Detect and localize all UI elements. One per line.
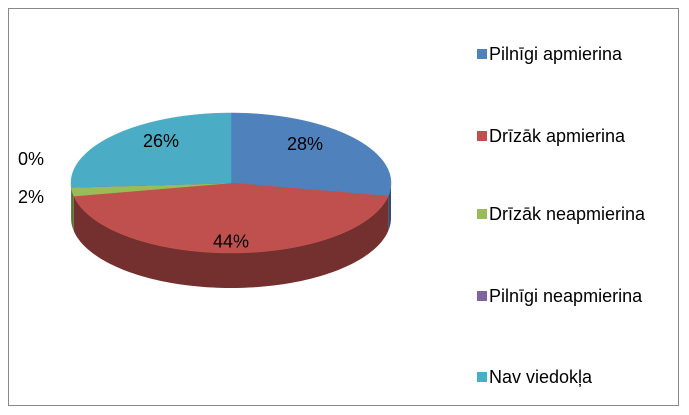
legend-label: Drīzāk neapmierina	[489, 204, 646, 224]
legend-label: Pilnīgi apmierina	[489, 44, 623, 64]
data-label: 44%	[213, 231, 249, 251]
slice	[71, 182, 232, 197]
legend-swatch	[477, 49, 487, 59]
legend-swatch	[477, 209, 487, 219]
chart-border	[8, 8, 679, 406]
legend-label: Drīzāk apmierina	[489, 126, 626, 146]
slice	[230, 112, 392, 197]
legend-swatch	[477, 131, 487, 141]
legend-swatch	[477, 291, 487, 301]
slice-side	[71, 187, 74, 232]
data-label: 0%	[18, 149, 44, 169]
data-label: 26%	[143, 131, 179, 151]
legend-swatch	[477, 372, 487, 382]
data-label: 28%	[287, 134, 323, 154]
data-label: 2%	[18, 187, 44, 207]
slice-side	[73, 196, 389, 288]
slice	[70, 112, 232, 188]
slice	[73, 182, 389, 254]
legend-label: Nav viedokļa	[489, 367, 593, 387]
legend-label: Pilnīgi neapmierina	[489, 286, 643, 306]
